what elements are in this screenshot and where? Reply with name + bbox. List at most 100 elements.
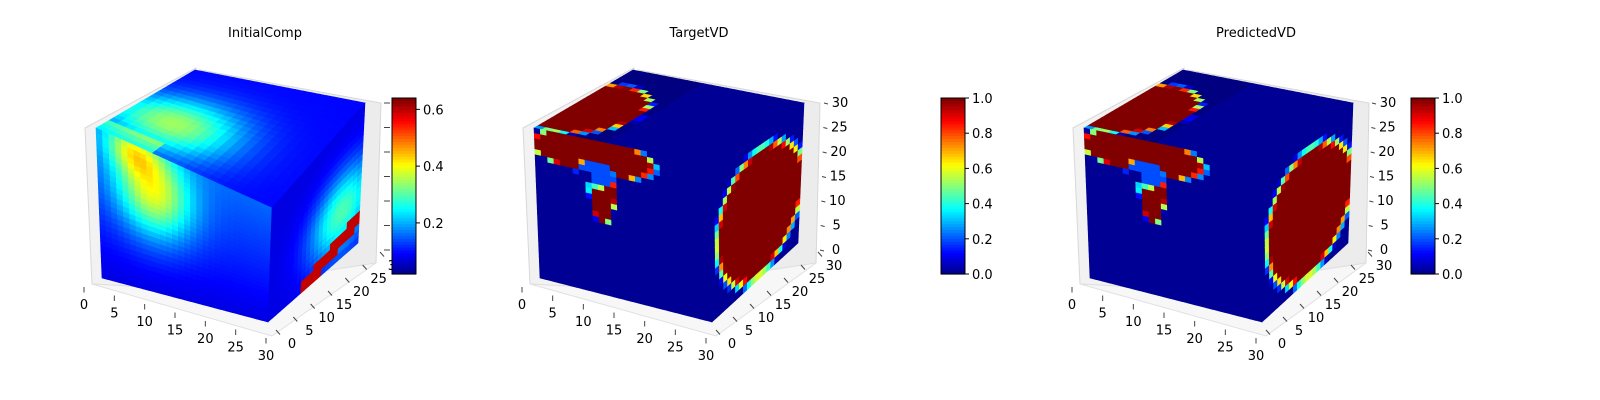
y-tick-label-mark [817, 251, 823, 257]
colorbar-segment [392, 109, 416, 114]
voxel-cell [1249, 312, 1257, 321]
colorbar-tick-label: 0.6 [423, 103, 444, 118]
colorbar-segment [392, 177, 416, 181]
voxel-cell [1187, 297, 1195, 306]
x-tick-label: 25 [667, 341, 684, 356]
colorbar-segment [392, 241, 416, 246]
colorbar-segment [392, 230, 416, 234]
voxel-cell [1243, 311, 1251, 320]
colorbar-tick-label: 0.4 [972, 198, 993, 213]
colorbar-segment [941, 241, 965, 246]
colorbar-segment [941, 212, 965, 216]
colorbar-segment [392, 215, 416, 219]
voxel-cell [668, 305, 676, 313]
cube-top-face [95, 69, 366, 209]
y-tick-label-mark [275, 329, 281, 335]
y-tick-label: 5 [745, 324, 753, 339]
colorbar-segment [941, 162, 965, 167]
colorbar-segment [392, 221, 416, 225]
colorbar-segment [941, 259, 965, 263]
colorbar-segment [941, 230, 965, 234]
colorbar-segment [941, 150, 965, 155]
panel-title: PredictedVD [1216, 26, 1296, 41]
y-tick-label-mark [749, 303, 755, 309]
colorbar-segment [392, 265, 416, 269]
cube-front-face [1083, 127, 1263, 323]
colorbar-segment [392, 130, 416, 134]
colorbar-segment [941, 186, 965, 190]
colorbar-frame [391, 97, 417, 275]
z-tick-label: 25 [831, 121, 848, 136]
colorbar-segment [392, 127, 416, 131]
colorbar-segment [941, 203, 965, 208]
colorbar-segment [392, 197, 416, 202]
y-tick-label: 15 [775, 298, 792, 313]
colorbar-segment [941, 209, 965, 213]
colorbar-tick-label: 0.4 [423, 160, 444, 175]
colorbar-segment [392, 209, 416, 213]
y-tick-label: 10 [758, 311, 775, 326]
z-tick-label: 5 [833, 219, 841, 234]
colorbar-tick-label: 0.2 [423, 217, 444, 232]
predictedvd-cube-plot: 0510152025300510152025303025201510500.00… [1068, 67, 1463, 364]
colorbar-segment [941, 98, 965, 102]
colorbar-segment [941, 103, 965, 108]
targetvd-panel: TargetVD 0 5 10 15 20 25 30 0 5 10 15 20 25 30 30 25 20 1… [500, 0, 1030, 400]
y-tick-label: 10 [318, 311, 335, 326]
y-tick-label: 25 [370, 272, 387, 287]
x-tick-label: 30 [258, 349, 275, 364]
colorbar-segment [392, 118, 416, 123]
colorbar-segment [392, 232, 416, 237]
voxel-cell [687, 309, 694, 318]
colorbar-segment [392, 203, 416, 208]
colorbar-segment [941, 253, 965, 257]
colorbar-segment [941, 244, 965, 249]
z-tick-label-mark [823, 127, 828, 129]
z-tick-label-mark [820, 225, 825, 227]
colorbar-segment [392, 180, 416, 184]
colorbar-segment [941, 168, 965, 172]
colorbar-segment [941, 247, 965, 252]
colorbar-segment [392, 200, 416, 205]
y-tick-label-mark [783, 277, 789, 283]
colorbar-segment [392, 150, 416, 155]
colorbar-segment [941, 112, 965, 117]
y-tick-label-mark [800, 264, 806, 270]
x-tick-label: 20 [636, 332, 653, 347]
voxel-cell [656, 301, 664, 310]
x-tick-label: 0 [518, 298, 526, 313]
y-tick-label: 5 [305, 324, 313, 339]
colorbar-segment [941, 183, 965, 187]
x-tick-label: 30 [698, 349, 715, 364]
colorbar-segment [392, 212, 416, 216]
colorbar-tick-label: 0.0 [972, 268, 993, 283]
colorbar-segment [941, 191, 965, 196]
x-tick-label: 0 [80, 298, 88, 313]
colorbar-segment [941, 165, 965, 169]
colorbar-segment [392, 133, 416, 137]
colorbar-segment [941, 197, 965, 202]
colorbar-segment [941, 265, 965, 269]
colorbar-segment [941, 256, 965, 260]
cube-side-face [267, 102, 366, 323]
voxel-cell [662, 303, 670, 312]
colorbar-segment [392, 259, 416, 263]
colorbar-segment [941, 130, 965, 134]
z-tick-label-mark [822, 151, 827, 154]
colorbar-segment [941, 215, 965, 219]
colorbar-segment [941, 109, 965, 114]
colorbar-segment [392, 218, 416, 222]
voxel-cell [1206, 301, 1214, 310]
z-tick-label-mark [819, 249, 825, 252]
colorbar-segment [392, 244, 416, 249]
voxel-cell [1224, 306, 1232, 315]
y-tick-label-mark [732, 316, 738, 322]
colorbar-segment [392, 250, 416, 255]
colorbar-segment [392, 165, 416, 169]
y-tick-label: 25 [809, 272, 826, 287]
colorbar-segment [941, 227, 965, 231]
colorbar-segment [392, 186, 416, 190]
colorbar-segment [392, 112, 416, 117]
colorbar-segment [392, 227, 416, 231]
colorbar-tick-label: 0.6 [972, 162, 993, 177]
